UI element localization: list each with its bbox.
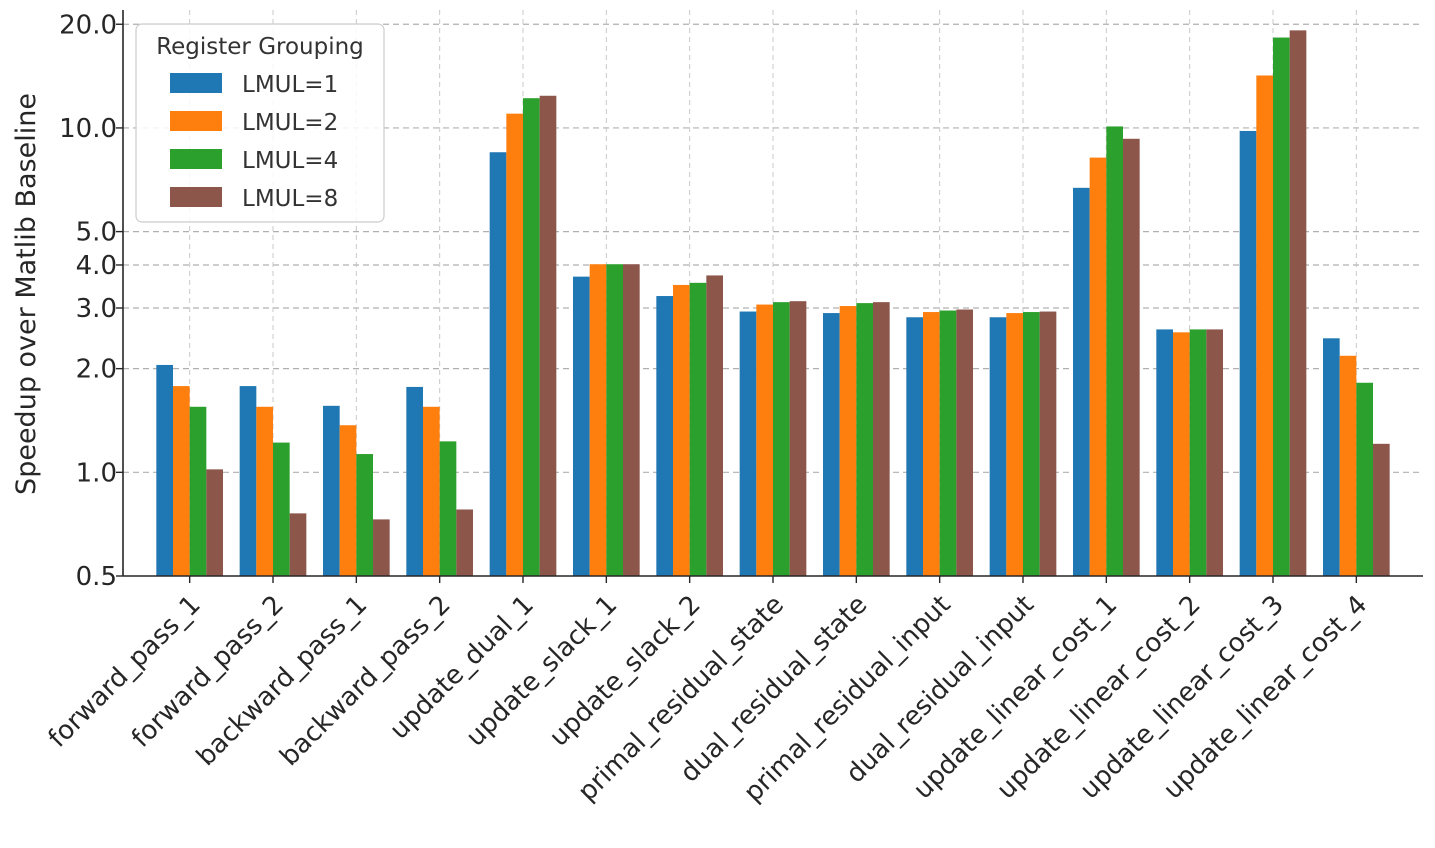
legend-label-lmul8: LMUL=8 (242, 186, 338, 212)
legend-label-lmul4: LMUL=4 (242, 148, 338, 174)
bar-lmul4-update_linear_cost_4 (1356, 382, 1373, 576)
bar-lmul4-primal_residual_state (773, 302, 790, 576)
bar-lmul2-primal_residual_state (756, 304, 773, 576)
bar-lmul8-primal_residual_state (789, 301, 807, 576)
bar-lmul8-backward_pass_1 (373, 519, 390, 576)
bar-lmul1-dual_residual_input (989, 317, 1007, 576)
bar-lmul4-dual_residual_input (1023, 312, 1040, 576)
y-tick-label: 4.0 (76, 251, 117, 281)
bars (156, 30, 1390, 576)
bar-lmul1-backward_pass_2 (406, 386, 423, 576)
bar-lmul1-update_linear_cost_3 (1239, 130, 1257, 576)
bar-lmul8-dual_residual_state (873, 302, 890, 576)
bar-lmul4-backward_pass_1 (356, 454, 373, 576)
bar-lmul2-dual_residual_state (839, 306, 857, 576)
bar-lmul8-forward_pass_1 (206, 469, 223, 576)
legend-swatch-lmul8 (170, 187, 222, 207)
bar-lmul4-forward_pass_2 (273, 442, 290, 576)
bar-lmul2-update_dual_1 (506, 113, 523, 576)
bar-lmul2-backward_pass_1 (339, 425, 357, 576)
legend-label-lmul1: LMUL=1 (242, 72, 338, 98)
bar-lmul2-dual_residual_input (1006, 313, 1023, 576)
legend: Register Grouping LMUL=1 LMUL=2 LMUL=4 LMUL… (135, 23, 385, 223)
y-tick-label: 10.0 (59, 114, 117, 144)
bar-lmul2-forward_pass_2 (256, 406, 273, 576)
legend-swatch-lmul4 (170, 149, 222, 169)
bar-lmul4-primal_residual_input (939, 310, 957, 576)
bar-lmul1-update_slack_2 (656, 296, 673, 576)
x-tick-label: update_slack_1 (460, 590, 623, 753)
bar-lmul8-update_linear_cost_2 (1206, 329, 1223, 576)
bar-lmul4-forward_pass_1 (189, 406, 207, 576)
x-tick-label: forward_pass_2 (126, 590, 290, 754)
bar-lmul1-update_linear_cost_4 (1323, 338, 1340, 576)
bar-lmul8-update_slack_1 (623, 264, 640, 576)
bar-lmul2-backward_pass_2 (423, 406, 440, 576)
bar-lmul4-update_slack_1 (606, 264, 623, 576)
x-tick-label: forward_pass_1 (43, 590, 207, 754)
bar-lmul8-forward_pass_2 (289, 513, 307, 576)
legend-swatch-lmul1 (170, 73, 222, 93)
bar-lmul2-update_slack_1 (589, 264, 607, 576)
bar-lmul4-update_linear_cost_1 (1106, 126, 1123, 576)
bar-lmul8-update_linear_cost_4 (1373, 443, 1390, 576)
bar-lmul8-primal_residual_input (956, 309, 973, 576)
y-tick-label: 5.0 (76, 218, 117, 248)
bar-lmul1-dual_residual_state (823, 313, 840, 576)
y-tick-label: 0.5 (76, 562, 117, 592)
y-tick-label: 2.0 (76, 355, 117, 385)
bar-lmul8-update_linear_cost_3 (1289, 30, 1307, 576)
bar-lmul4-update_dual_1 (523, 98, 540, 576)
bar-lmul1-update_linear_cost_1 (1073, 187, 1090, 576)
bar-lmul2-update_linear_cost_2 (1173, 332, 1190, 576)
bar-lmul4-dual_residual_state (856, 303, 873, 576)
bar-lmul2-update_linear_cost_4 (1339, 355, 1357, 576)
bar-lmul1-update_dual_1 (489, 152, 507, 576)
bar-lmul1-backward_pass_1 (323, 405, 340, 576)
bar-lmul8-update_dual_1 (539, 95, 557, 576)
x-tick-label: update_dual_1 (384, 590, 540, 746)
y-tick-label: 3.0 (76, 294, 117, 324)
x-tick-label: update_slack_2 (544, 590, 707, 753)
bar-lmul8-update_slack_2 (706, 275, 723, 576)
y-tick-label: 1.0 (76, 458, 117, 488)
x-axis-ticks: forward_pass_1forward_pass_2backward_pas… (43, 576, 1373, 808)
bar-lmul8-dual_residual_input (1039, 311, 1057, 576)
bar-lmul1-primal_residual_state (739, 311, 757, 576)
bar-lmul8-backward_pass_2 (456, 509, 473, 576)
bar-lmul4-backward_pass_2 (439, 441, 457, 576)
bar-lmul1-update_slack_1 (573, 276, 590, 576)
bar-lmul1-forward_pass_2 (239, 386, 257, 576)
bar-lmul2-update_slack_2 (673, 284, 690, 576)
bar-lmul2-forward_pass_1 (173, 386, 190, 576)
bar-lmul1-forward_pass_1 (156, 364, 173, 576)
bar-lmul8-update_linear_cost_1 (1123, 138, 1140, 576)
bar-lmul2-update_linear_cost_3 (1256, 75, 1273, 576)
bar-lmul4-update_linear_cost_2 (1189, 329, 1207, 576)
bar-lmul1-primal_residual_input (906, 317, 923, 576)
bar-lmul2-update_linear_cost_1 (1089, 157, 1107, 576)
y-axis-ticks: 0.5 1.0 2.0 3.0 4.05.0 10.0 20.0 (59, 10, 123, 592)
bar-lmul2-primal_residual_input (923, 312, 940, 576)
y-tick-label: 20.0 (59, 10, 117, 40)
bar-lmul4-update_linear_cost_3 (1273, 37, 1290, 576)
legend-label-lmul2: LMUL=2 (242, 110, 338, 136)
legend-swatch-lmul2 (170, 111, 222, 131)
legend-title: Register Grouping (156, 34, 364, 60)
y-axis-label: Speedup over Matlib Baseline (11, 93, 42, 495)
bar-lmul1-update_linear_cost_2 (1156, 329, 1173, 576)
bar-lmul4-update_slack_2 (689, 282, 707, 576)
